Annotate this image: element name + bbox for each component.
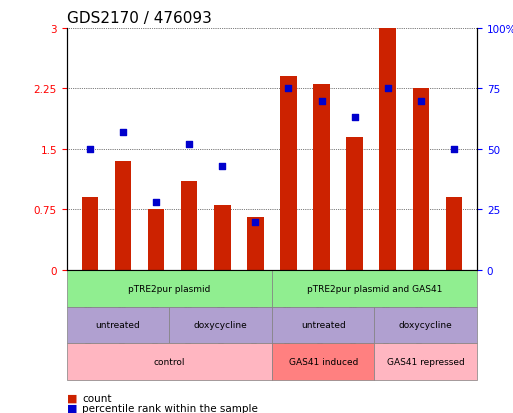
Bar (280, 77, 297, 270)
Text: protocol: protocol (0, 412, 1, 413)
Point (251, 219, 260, 225)
Text: doxycycline: doxycycline (399, 320, 452, 330)
Text: control: control (153, 357, 185, 366)
Bar (247, 218, 264, 270)
Bar (412, 89, 429, 270)
Bar (380, 29, 396, 270)
FancyBboxPatch shape (272, 307, 374, 343)
FancyBboxPatch shape (169, 307, 272, 343)
FancyBboxPatch shape (374, 307, 477, 343)
Point (350, 115, 359, 121)
FancyBboxPatch shape (272, 270, 477, 307)
Point (86, 146, 94, 153)
Text: count: count (82, 393, 112, 403)
FancyBboxPatch shape (67, 343, 272, 380)
Text: pTRE2pur plasmid: pTRE2pur plasmid (128, 284, 210, 293)
Bar (82, 198, 98, 270)
Bar (346, 138, 363, 270)
FancyBboxPatch shape (67, 270, 272, 307)
Bar (148, 210, 164, 270)
Bar (214, 206, 230, 270)
Point (185, 141, 193, 148)
Text: GDS2170 / 476093: GDS2170 / 476093 (67, 12, 211, 26)
Bar (446, 198, 462, 270)
Text: ■: ■ (67, 393, 77, 403)
Point (384, 86, 392, 93)
Bar (313, 85, 330, 270)
Text: GAS41 repressed: GAS41 repressed (387, 357, 465, 366)
Text: doxycycline: doxycycline (194, 320, 247, 330)
Point (417, 98, 425, 104)
Text: percentile rank within the sample: percentile rank within the sample (82, 403, 258, 413)
FancyBboxPatch shape (272, 343, 374, 380)
Point (119, 129, 127, 136)
Point (450, 146, 458, 153)
Text: pTRE2pur plasmid and GAS41: pTRE2pur plasmid and GAS41 (307, 284, 442, 293)
Text: untreated: untreated (95, 320, 141, 330)
Point (284, 86, 292, 93)
Text: GAS41 induced: GAS41 induced (288, 357, 358, 366)
Bar (181, 182, 198, 270)
Point (152, 199, 160, 206)
Point (218, 163, 226, 170)
Point (318, 98, 326, 104)
Text: agent: agent (0, 412, 1, 413)
Text: ■: ■ (67, 403, 77, 413)
Text: untreated: untreated (301, 320, 346, 330)
FancyBboxPatch shape (374, 343, 477, 380)
FancyBboxPatch shape (67, 307, 169, 343)
Text: other: other (0, 412, 1, 413)
Bar (115, 161, 131, 270)
